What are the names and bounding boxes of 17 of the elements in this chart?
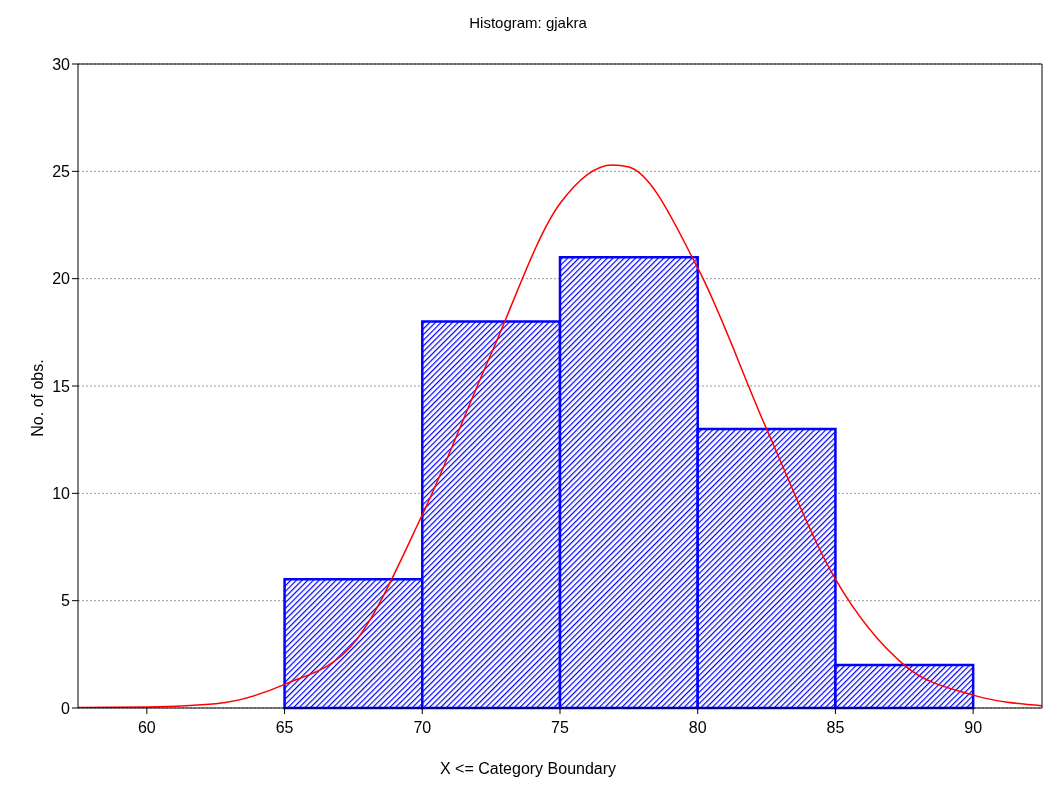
y-tick-label: 30 bbox=[52, 55, 71, 73]
y-tick-label: 5 bbox=[61, 592, 71, 610]
x-axis-title: X <= Category Boundary bbox=[438, 760, 618, 778]
x-tick-label: 60 bbox=[137, 719, 156, 737]
x-tick-label: 90 bbox=[964, 719, 983, 737]
y-tick-label: 15 bbox=[52, 377, 71, 395]
y-axis-title: No. of obs. bbox=[29, 359, 47, 437]
x-tick-label: 75 bbox=[551, 719, 569, 737]
chart-title: Histogram: gjakra bbox=[468, 14, 588, 31]
y-tick-label: 0 bbox=[61, 699, 71, 717]
x-tick-label: 70 bbox=[413, 719, 432, 737]
y-tick-label: 10 bbox=[52, 485, 71, 503]
x-tick-label: 65 bbox=[275, 719, 294, 737]
x-tick-label: 80 bbox=[688, 719, 707, 737]
y-tick-label: 25 bbox=[52, 163, 71, 181]
x-tick-label: 85 bbox=[826, 719, 845, 737]
y-tick-label: 20 bbox=[52, 270, 71, 288]
